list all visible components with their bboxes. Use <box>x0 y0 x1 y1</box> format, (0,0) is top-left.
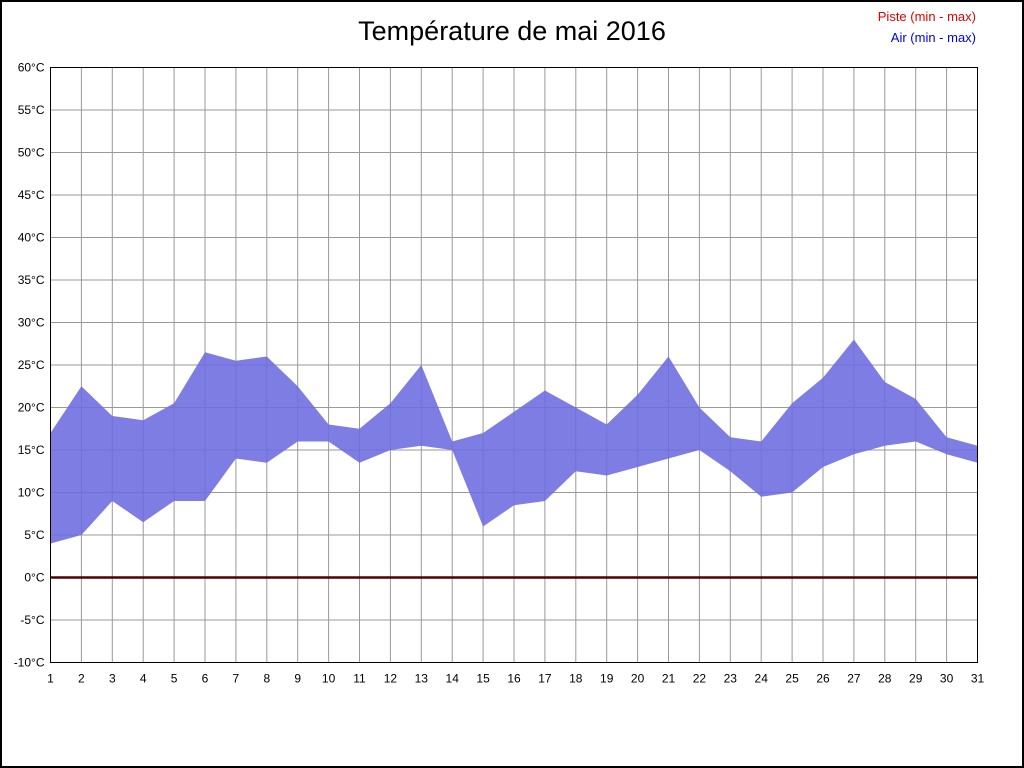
x-tick-label: 16 <box>507 672 521 686</box>
x-tick-label: 8 <box>263 672 270 686</box>
x-tick-label: 10 <box>322 672 336 686</box>
x-tick-label: 24 <box>755 672 769 686</box>
x-tick-label: 13 <box>415 672 429 686</box>
y-tick-label: 10°C <box>18 486 45 500</box>
x-tick-label: 21 <box>662 672 676 686</box>
y-tick-label: 55°C <box>18 103 45 117</box>
x-tick-label: 19 <box>600 672 614 686</box>
x-tick-label: 2 <box>78 672 85 686</box>
x-tick-label: 3 <box>109 672 116 686</box>
y-tick-label: 15°C <box>18 443 45 457</box>
y-tick-label: 35°C <box>18 273 45 287</box>
x-tick-label: 5 <box>171 672 178 686</box>
y-tick-label: 0°C <box>24 571 44 585</box>
y-tick-label: 60°C <box>18 61 45 75</box>
x-tick-label: 25 <box>785 672 799 686</box>
x-tick-label: 9 <box>294 672 301 686</box>
x-tick-label: 15 <box>476 672 490 686</box>
y-tick-label: 25°C <box>18 358 45 372</box>
y-tick-label: 30°C <box>18 316 45 330</box>
legend-item-piste: Piste (min - max) <box>877 9 976 24</box>
x-tick-label: 31 <box>971 672 985 686</box>
y-tick-label: 40°C <box>18 231 45 245</box>
x-tick-label: 7 <box>233 672 240 686</box>
x-tick-label: 17 <box>538 672 552 686</box>
x-tick-label: 28 <box>878 672 892 686</box>
x-tick-label: 20 <box>631 672 645 686</box>
air-minmax-band <box>50 339 978 544</box>
y-tick-label: 20°C <box>18 401 45 415</box>
x-tick-label: 14 <box>446 672 460 686</box>
x-tick-label: 22 <box>693 672 707 686</box>
y-tick-label: -10°C <box>14 656 45 670</box>
x-tick-label: 23 <box>724 672 738 686</box>
y-tick-label: 45°C <box>18 188 45 202</box>
x-tick-label: 18 <box>569 672 583 686</box>
x-tick-label: 6 <box>202 672 209 686</box>
x-tick-label: 29 <box>909 672 923 686</box>
x-tick-label: 30 <box>940 672 954 686</box>
x-tick-label: 11 <box>353 672 366 686</box>
legend: Piste (min - max) Air (min - max) <box>878 6 976 48</box>
x-tick-label: 27 <box>847 672 861 686</box>
y-tick-label: 50°C <box>18 146 45 160</box>
chart-title: Température de mai 2016 <box>358 16 666 46</box>
legend-item-air: Air (min - max) <box>890 30 976 45</box>
x-tick-label: 12 <box>384 672 398 686</box>
x-tick-label: 1 <box>47 672 54 686</box>
x-tick-label: 4 <box>140 672 147 686</box>
x-tick-label: 26 <box>816 672 830 686</box>
plot-border <box>50 67 978 663</box>
y-tick-label: -5°C <box>20 613 44 627</box>
y-tick-label: 5°C <box>24 528 44 542</box>
